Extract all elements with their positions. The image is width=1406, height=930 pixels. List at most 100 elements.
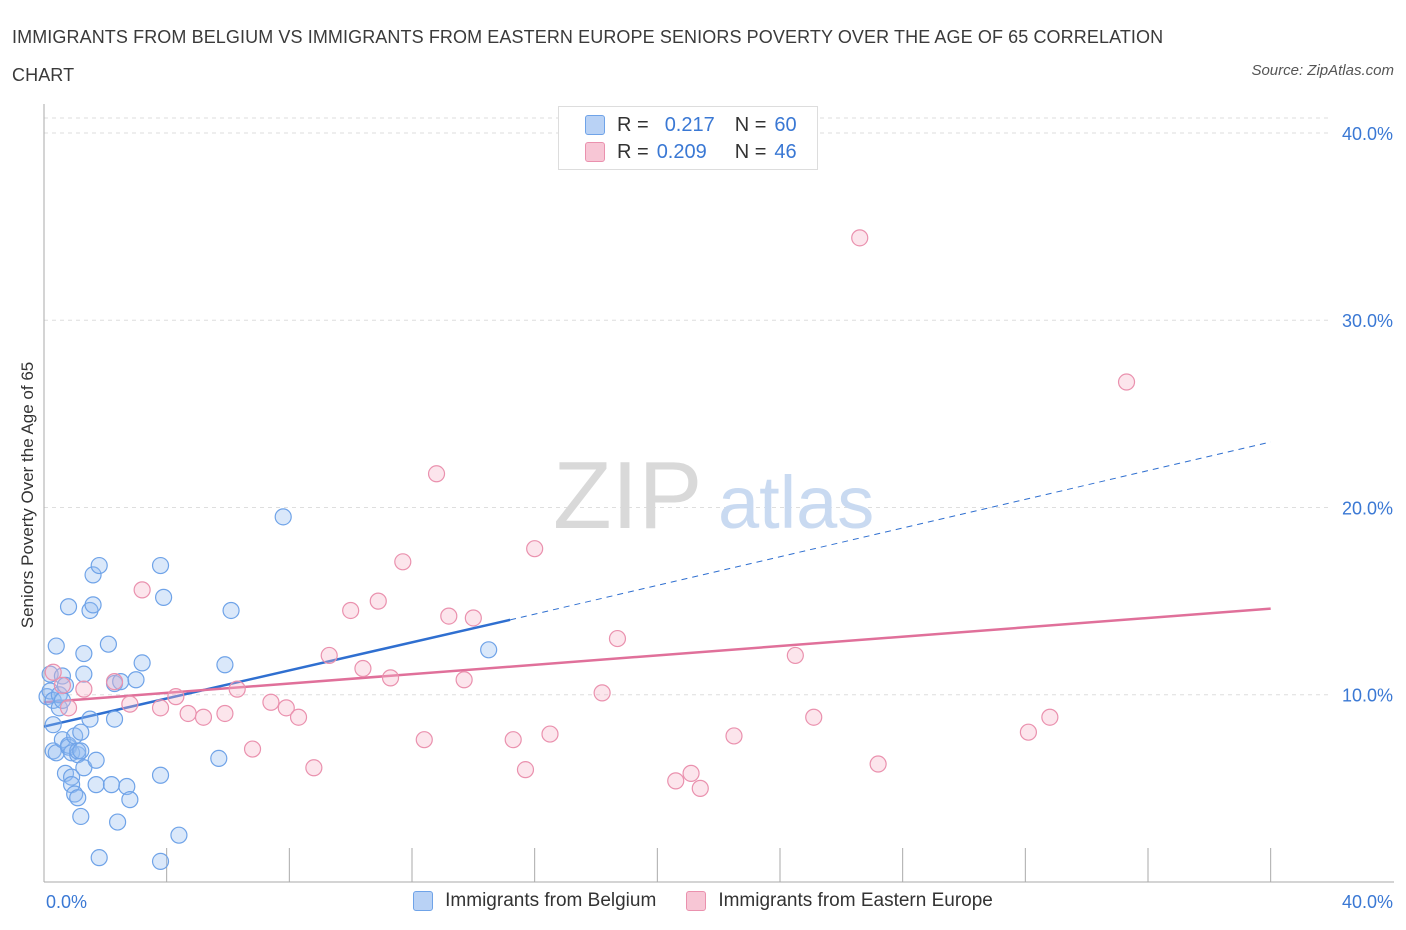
eastern-europe-point [691,779,709,797]
legend-n-label: N = [734,113,767,136]
eastern-europe-point [415,731,433,749]
eastern-europe-point [682,764,700,782]
y-tick-label: 30.0% [1342,311,1393,331]
eastern-europe-point [455,671,473,689]
legend-item-belgium: Immigrants from Belgium [413,890,656,912]
eastern-europe-point [464,609,482,627]
legend-r-label: R = [617,140,649,163]
eastern-europe-point [216,704,234,723]
belgium-point [102,776,121,794]
eastern-europe-point [394,553,412,571]
eastern-europe-point [354,659,372,678]
belgium-point [210,749,228,768]
eastern-europe-point [504,731,522,749]
legend-r-value: 0.217 [664,113,715,136]
legend-swatch-belgium [413,891,434,911]
legend-r-value: 0.209 [656,140,707,163]
belgium-point [274,508,292,526]
data-points [38,229,1136,871]
x-tick-label: 0.0% [46,892,87,912]
belgium-point [480,641,498,659]
belgium-point [133,654,151,672]
eastern-europe-point [440,607,458,625]
eastern-europe-point [151,699,170,717]
legend-label-eastern-europe: Immigrants from Eastern Europe [718,890,993,911]
legend-row-eastern-europe: R = 0.209 N = 46 [585,139,797,165]
belgium-point [59,598,78,616]
eastern-europe-point [320,646,338,665]
eastern-europe-point [305,759,323,777]
belgium-point [90,849,108,867]
legend-label-belgium: Immigrants from Belgium [445,890,657,911]
legend-swatch-eastern-europe [686,891,707,911]
belgium-point [47,637,65,655]
eastern-europe-point [725,727,743,745]
belgium-trend-line [43,618,511,728]
eastern-europe-point [289,708,308,726]
belgium-point [108,813,127,831]
eastern-europe-point [105,673,124,691]
chart-title: IMMIGRANTS FROM BELGIUM VS IMMIGRANTS FR… [12,27,1164,85]
legend-swatch-belgium [585,115,605,135]
belgium-point [170,826,188,844]
eastern-europe-point [75,680,93,698]
belgium-point [53,667,72,685]
eastern-europe-point [194,708,213,726]
belgium-trend-extension [510,441,1271,621]
eastern-europe-point [427,465,446,483]
eastern-europe-point [369,592,387,610]
belgium-point [84,596,102,614]
series-legend: Immigrants from Belgium Immigrants from … [0,890,1406,912]
belgium-point [44,716,62,734]
eastern-europe-point [133,581,151,599]
belgium-point [151,766,170,784]
belgium-point [75,759,93,777]
eastern-europe-point [243,740,262,758]
trend-lines [43,441,1271,728]
legend-r-label: R = [617,113,649,136]
belgium-point [121,791,139,809]
eastern-europe-point [1041,708,1059,726]
belgium-point [118,777,136,796]
belgium-point [222,601,240,620]
y-tick-label: 10.0% [1342,686,1393,706]
eastern-europe-point [526,540,544,558]
source-label: Source: ZipAtlas.com [1251,62,1394,79]
belgium-point [75,665,93,683]
eastern-europe-point [179,704,197,723]
eastern-europe-point [167,688,185,706]
eastern-europe-point [667,772,685,790]
belgium-point [75,644,93,663]
y-tick-label: 20.0% [1342,498,1393,518]
y-tick-label: 40.0% [1342,124,1393,144]
belgium-point [127,671,145,689]
axes [43,104,1394,883]
eastern-europe-point [608,629,627,648]
eastern-europe-point [1019,723,1038,741]
eastern-europe-point [228,680,246,698]
belgium-point [72,742,90,760]
eastern-europe-point [44,663,62,681]
belgium-point [87,776,105,794]
eastern-europe-point [53,676,72,694]
belgium-point [99,635,118,653]
legend-n-label: N = [734,140,767,163]
belgium-point [151,852,170,871]
belgium-point [90,556,108,575]
belgium-point [72,723,90,741]
legend-swatch-eastern-europe [585,142,605,162]
belgium-point [87,751,105,769]
legend-item-eastern-europe: Immigrants from Eastern Europe [686,890,993,912]
eastern-europe-point [121,695,139,713]
eastern-europe-point [516,761,535,779]
legend-row-belgium: R = 0.217 N = 60 [585,112,797,138]
eastern-europe-point [869,755,887,773]
correlation-legend: R = 0.217 N = 60 R = 0.209 N = 46 [558,106,818,170]
x-tick-label: 40.0% [1342,892,1393,912]
eastern-europe-point [541,725,559,743]
eastern-europe-point [593,684,611,702]
belgium-point [81,710,99,728]
tick-labels: 10.0% 20.0% 30.0% 40.0% 0.0% 40.0% [46,124,1393,912]
belgium-point [216,656,234,674]
